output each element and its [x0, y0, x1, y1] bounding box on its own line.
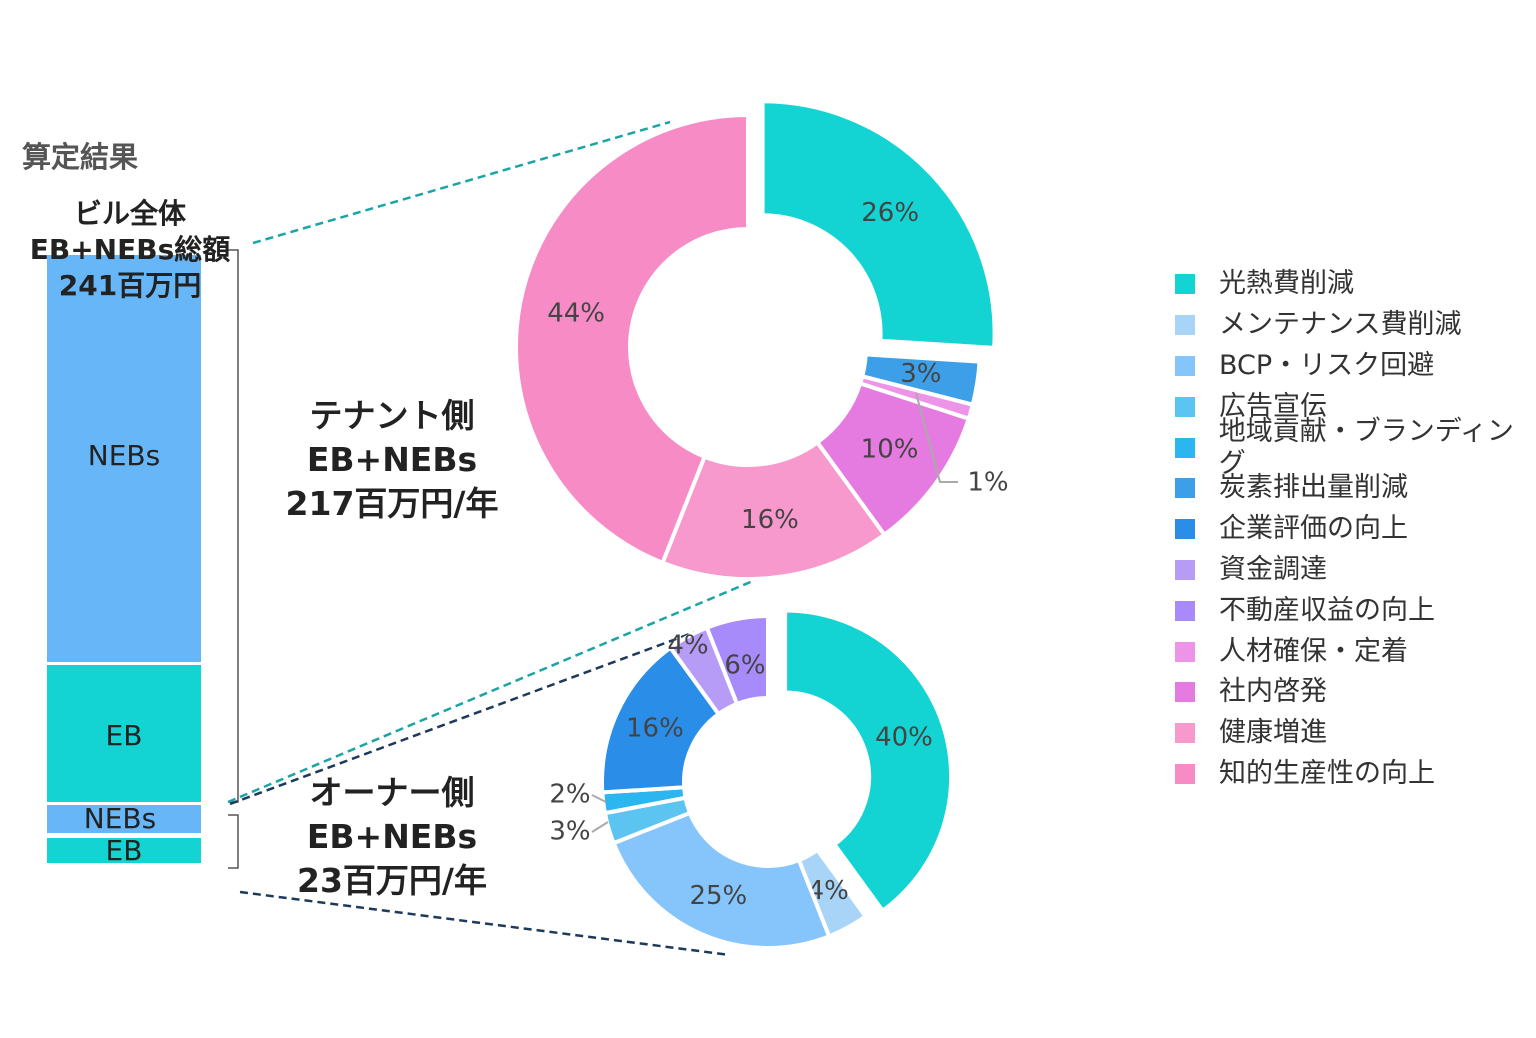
legend-label: 広告宣伝 — [1219, 390, 1327, 422]
section-title: 算定結果 — [22, 140, 139, 174]
owner-bracket — [228, 814, 239, 869]
slice-label-tenant-4: 16% — [741, 505, 799, 535]
legend-item: 光熱費削減 — [1175, 264, 1536, 305]
leader-line — [915, 392, 958, 483]
tenant-connector-top — [252, 120, 671, 245]
legend-label: 健康増進 — [1219, 717, 1327, 749]
owner-connector-bottom — [239, 890, 731, 957]
tenant-connector-bottom — [227, 576, 761, 804]
bar-tenant-nebs — [47, 255, 201, 662]
tenant-line2: EB+NEBs — [306, 440, 478, 479]
legend-item: 企業評価の向上 — [1175, 509, 1536, 550]
slice-label-owner-2: 25% — [689, 881, 747, 911]
legend-label: 地域貢献・ブランディング — [1218, 415, 1514, 479]
legend-item: 地域貢献・ブランディング — [1175, 416, 1536, 479]
bar-label-tenant-eb: EB — [105, 719, 143, 752]
tenant-line3: 217百万円/年 — [285, 484, 499, 523]
legend-swatch — [1175, 315, 1195, 336]
legend-swatch — [1175, 600, 1195, 621]
legend-item: 広告宣伝 — [1175, 386, 1536, 427]
slice-label-tenant-1: 3% — [900, 359, 941, 389]
legend-label: 社内啓発 — [1219, 676, 1327, 708]
total-line1: ビル全体 — [73, 197, 186, 230]
slice-tenant-0 — [760, 99, 997, 350]
owner-line3: 23百万円/年 — [297, 861, 487, 900]
tenant-line1: テナント側 — [309, 396, 475, 435]
legend-swatch — [1175, 274, 1195, 295]
slice-label-owner-4: 2% — [549, 780, 590, 810]
legend-label: 知的生産性の向上 — [1219, 757, 1435, 789]
legend-swatch — [1175, 723, 1195, 744]
legend-label: メンテナンス費削減 — [1219, 309, 1462, 341]
bar-label-owner-eb: EB — [105, 834, 143, 867]
legend-label: BCP・リスク回避 — [1219, 349, 1435, 381]
total-line3: 241百万円 — [58, 269, 202, 302]
owner-line2: EB+NEBs — [306, 817, 478, 856]
legend-swatch — [1175, 682, 1195, 703]
slice-owner-0 — [783, 608, 954, 914]
owner-line1: オーナー側 — [309, 773, 475, 812]
legend-swatch — [1175, 478, 1195, 499]
slice-label-tenant-2: 1% — [967, 468, 1008, 498]
legend-label: 光熱費削減 — [1219, 268, 1354, 300]
slice-label-owner-3: 3% — [549, 817, 590, 847]
legend-swatch — [1175, 763, 1195, 784]
legend-label: 資金調達 — [1219, 553, 1327, 585]
legend-swatch — [1175, 396, 1195, 417]
legend-item: 知的生産性の向上 — [1175, 754, 1536, 795]
legend-label: 不動産収益の向上 — [1219, 594, 1435, 626]
slice-label-tenant-0: 26% — [861, 198, 919, 228]
leader-line-owner-3 — [591, 821, 609, 833]
slice-label-tenant-5: 44% — [547, 299, 605, 329]
legend-label: 炭素排出量削減 — [1219, 472, 1408, 504]
legend: 光熱費削減メンテナンス費削減 BCP・リスク回避 広告宣伝 地域貢献・ブランディング炭… — [1175, 264, 1536, 794]
legend-item: 資金調達 — [1175, 550, 1536, 591]
bar-owner-nebs — [47, 805, 201, 833]
legend-item: BCP・リスク回避 — [1175, 346, 1536, 387]
slice-label-owner-6: 4% — [667, 631, 708, 661]
slice-tenant-4 — [659, 439, 888, 581]
legend-swatch — [1175, 437, 1195, 458]
slice-label-owner-7: 6% — [724, 651, 765, 681]
legend-item: 健康増進 — [1175, 713, 1536, 754]
leader-line-owner-2 — [591, 794, 607, 803]
legend-item: 社内啓発 — [1175, 672, 1536, 713]
bar-label-tenant-nebs: NEBs — [87, 439, 161, 472]
legend-item: メンテナンス費削減 — [1175, 305, 1536, 346]
legend-swatch — [1175, 355, 1195, 376]
owner-label: オーナー側 EB+NEBs 23百万円/年 — [262, 771, 522, 903]
legend-swatch — [1175, 559, 1195, 580]
total-line2: EB+NEBs総額 — [29, 233, 231, 266]
legend-swatch — [1175, 641, 1195, 662]
tenant-bracket — [228, 249, 239, 803]
legend-item: 炭素排出量削減 — [1175, 468, 1536, 509]
tenant-label: テナント側 EB+NEBs 217百万円/年 — [262, 394, 522, 526]
bar-owner-eb — [47, 838, 201, 863]
slice-owner-2 — [611, 810, 832, 950]
total-label: ビル全体 EB+NEBs総額 241百万円 — [20, 196, 240, 304]
slice-tenant-5 — [514, 112, 750, 566]
legend-label: 人材確保・定着 — [1219, 635, 1408, 667]
legend-label: 企業評価の向上 — [1219, 513, 1408, 545]
legend-item: 人材確保・定着 — [1175, 631, 1536, 672]
legend-swatch — [1175, 519, 1195, 540]
owner-connector-top — [229, 630, 696, 806]
slice-label-tenant-3: 10% — [861, 434, 919, 464]
slice-owner-7 — [704, 613, 770, 707]
slice-label-owner-5: 16% — [626, 713, 684, 743]
bar-tenant-eb — [47, 665, 201, 802]
bar-label-owner-nebs: NEBs — [83, 802, 157, 835]
slice-label-owner-0: 40% — [875, 722, 933, 752]
legend-item: 不動産収益の向上 — [1175, 590, 1536, 631]
